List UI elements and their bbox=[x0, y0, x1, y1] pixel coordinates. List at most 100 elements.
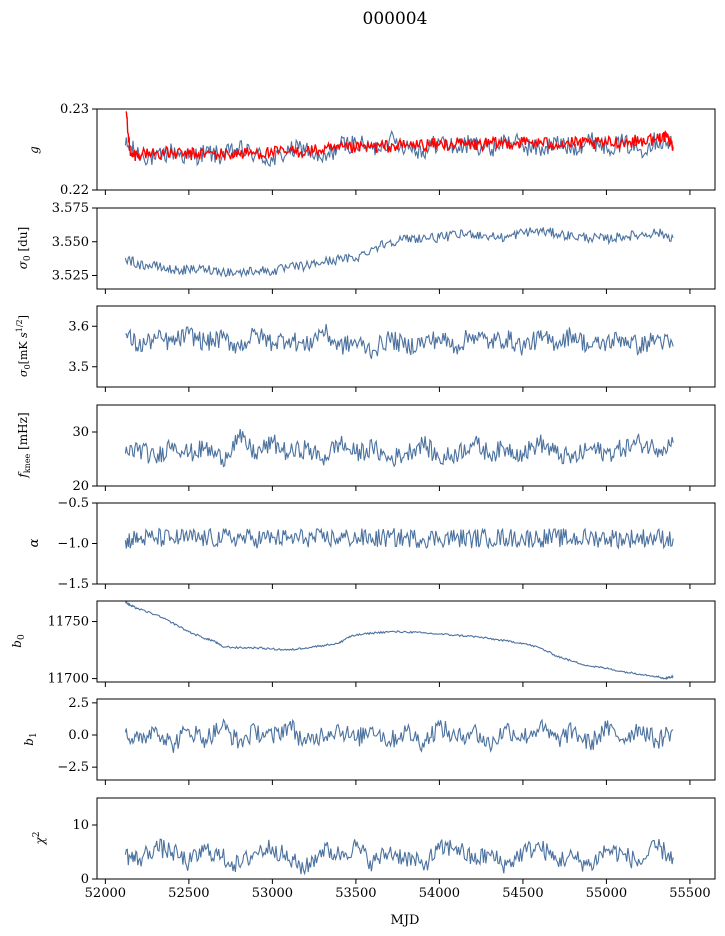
data-point-g bbox=[456, 143, 457, 144]
data-point-b1 bbox=[456, 738, 457, 739]
panel-b1: −2.5 0.0 2.5 bbox=[57, 696, 716, 785]
data-point-b0 bbox=[589, 665, 590, 666]
y-axis-label-b1: b1 bbox=[22, 732, 39, 745]
y-axis-label-b0: b0 bbox=[10, 634, 27, 648]
data-point-sigma0-mk bbox=[372, 350, 373, 351]
data-point-b0 bbox=[339, 643, 340, 644]
y-tick-label-b0: 11750 bbox=[48, 615, 89, 630]
data-point-chi2 bbox=[623, 854, 624, 855]
data-point-chi2 bbox=[589, 865, 590, 866]
data-point-chi2 bbox=[339, 854, 340, 855]
x-tick-label: 53000 bbox=[252, 886, 293, 901]
data-point-g bbox=[305, 151, 306, 152]
axes-frame-sigma0-mk bbox=[96, 305, 716, 388]
data-point-b1 bbox=[572, 731, 573, 732]
data-point-chi2 bbox=[255, 851, 256, 852]
data-point-g bbox=[472, 144, 473, 145]
data-point-b1 bbox=[339, 728, 340, 729]
data-point-sigma0-mk bbox=[405, 346, 406, 347]
data-point-b1 bbox=[188, 729, 189, 730]
data-point-g bbox=[188, 154, 189, 155]
data-point-chi2 bbox=[155, 846, 156, 847]
data-point-fknee bbox=[673, 442, 674, 443]
data-point-fknee bbox=[422, 442, 423, 443]
data-point-sigma0-mk bbox=[639, 346, 640, 347]
data-point-alpha bbox=[355, 537, 356, 538]
panel-b0: 11700 11750 bbox=[48, 600, 716, 687]
data-point-b1 bbox=[539, 727, 540, 728]
data-point-sigma0-du bbox=[255, 270, 256, 271]
data-point-alpha bbox=[623, 538, 624, 539]
data-point-sigma0-du bbox=[639, 234, 640, 235]
data-point-sigma0-mk bbox=[623, 338, 624, 339]
data-point-sigma0-du bbox=[289, 267, 290, 268]
data-point-b1 bbox=[355, 740, 356, 741]
data-point-sigma0-mk bbox=[389, 338, 390, 339]
data-point-sigma0-mk bbox=[556, 342, 557, 343]
data-point-alpha bbox=[372, 538, 373, 539]
data-point-sigma0-mk bbox=[289, 338, 290, 339]
data-point-b0 bbox=[322, 645, 323, 646]
x-tick-label: 52500 bbox=[168, 886, 209, 901]
data-point-alpha bbox=[155, 537, 156, 538]
data-point-b0 bbox=[556, 655, 557, 656]
data-point-chi2 bbox=[472, 860, 473, 861]
data-point-chi2 bbox=[506, 865, 507, 866]
data-point-b0 bbox=[347, 637, 348, 638]
data-point-chi2 bbox=[172, 851, 173, 852]
y-axis-label-fknee: fknee [mHz] bbox=[16, 412, 32, 478]
data-point-g bbox=[456, 147, 457, 148]
data-point-chi2 bbox=[439, 849, 440, 850]
data-point-fknee bbox=[589, 448, 590, 449]
data-point-sigma0-du bbox=[589, 237, 590, 238]
data-point-g bbox=[606, 146, 607, 147]
y-tick-label-alpha: −0.5 bbox=[57, 496, 89, 511]
svg-text:α: α bbox=[27, 538, 42, 547]
data-point-chi2 bbox=[522, 851, 523, 852]
data-point-b0 bbox=[606, 668, 607, 669]
data-point-b0 bbox=[238, 647, 239, 648]
data-point-fknee bbox=[138, 448, 139, 449]
data-point-alpha bbox=[489, 537, 490, 538]
data-point-g bbox=[289, 151, 290, 152]
data-point-sigma0-du bbox=[372, 248, 373, 249]
data-point-fknee bbox=[238, 437, 239, 438]
data-point-sigma0-du bbox=[222, 271, 223, 272]
data-point-g bbox=[339, 148, 340, 149]
data-point-b1 bbox=[673, 729, 674, 730]
data-point-b1 bbox=[322, 733, 323, 734]
data-point-alpha bbox=[673, 538, 674, 539]
data-point-sigma0-mk bbox=[506, 338, 507, 339]
data-point-sigma0-mk bbox=[355, 342, 356, 343]
data-point-sigma0-mk bbox=[305, 346, 306, 347]
x-axis-label: MJD bbox=[391, 913, 420, 928]
data-point-alpha bbox=[389, 537, 390, 538]
data-point-fknee bbox=[172, 442, 173, 443]
data-point-chi2 bbox=[572, 857, 573, 858]
data-point-alpha bbox=[238, 537, 239, 538]
data-point-b0 bbox=[188, 631, 189, 632]
data-point-sigma0-mk bbox=[589, 346, 590, 347]
svg-text:σ0 [du]: σ0 [du] bbox=[16, 227, 33, 270]
data-point-alpha bbox=[125, 540, 126, 541]
data-point-g bbox=[572, 142, 573, 143]
data-point-sigma0-mk bbox=[606, 342, 607, 343]
data-point-g bbox=[556, 143, 557, 144]
data-point-b1 bbox=[656, 741, 657, 742]
data-point-fknee bbox=[489, 453, 490, 454]
data-point-alpha bbox=[272, 537, 273, 538]
data-point-sigma0-du bbox=[623, 236, 624, 237]
y-tick-label-g: 0.22 bbox=[60, 183, 89, 198]
panel-alpha: −1.5 −1.0 −0.5 bbox=[57, 496, 716, 592]
y-tick-label-sigma0-du: 3.550 bbox=[52, 235, 89, 250]
data-point-b0 bbox=[289, 650, 290, 651]
y-tick-label-fknee: 20 bbox=[72, 479, 89, 494]
series-line-b0-0 bbox=[125, 601, 674, 681]
data-point-fknee bbox=[222, 458, 223, 459]
data-point-sigma0-mk bbox=[172, 342, 173, 343]
data-point-g bbox=[389, 146, 390, 147]
data-point-alpha bbox=[522, 538, 523, 539]
data-point-g bbox=[489, 149, 490, 150]
data-point-b1 bbox=[289, 724, 290, 725]
axes-frame-sigma0-du bbox=[96, 207, 716, 290]
